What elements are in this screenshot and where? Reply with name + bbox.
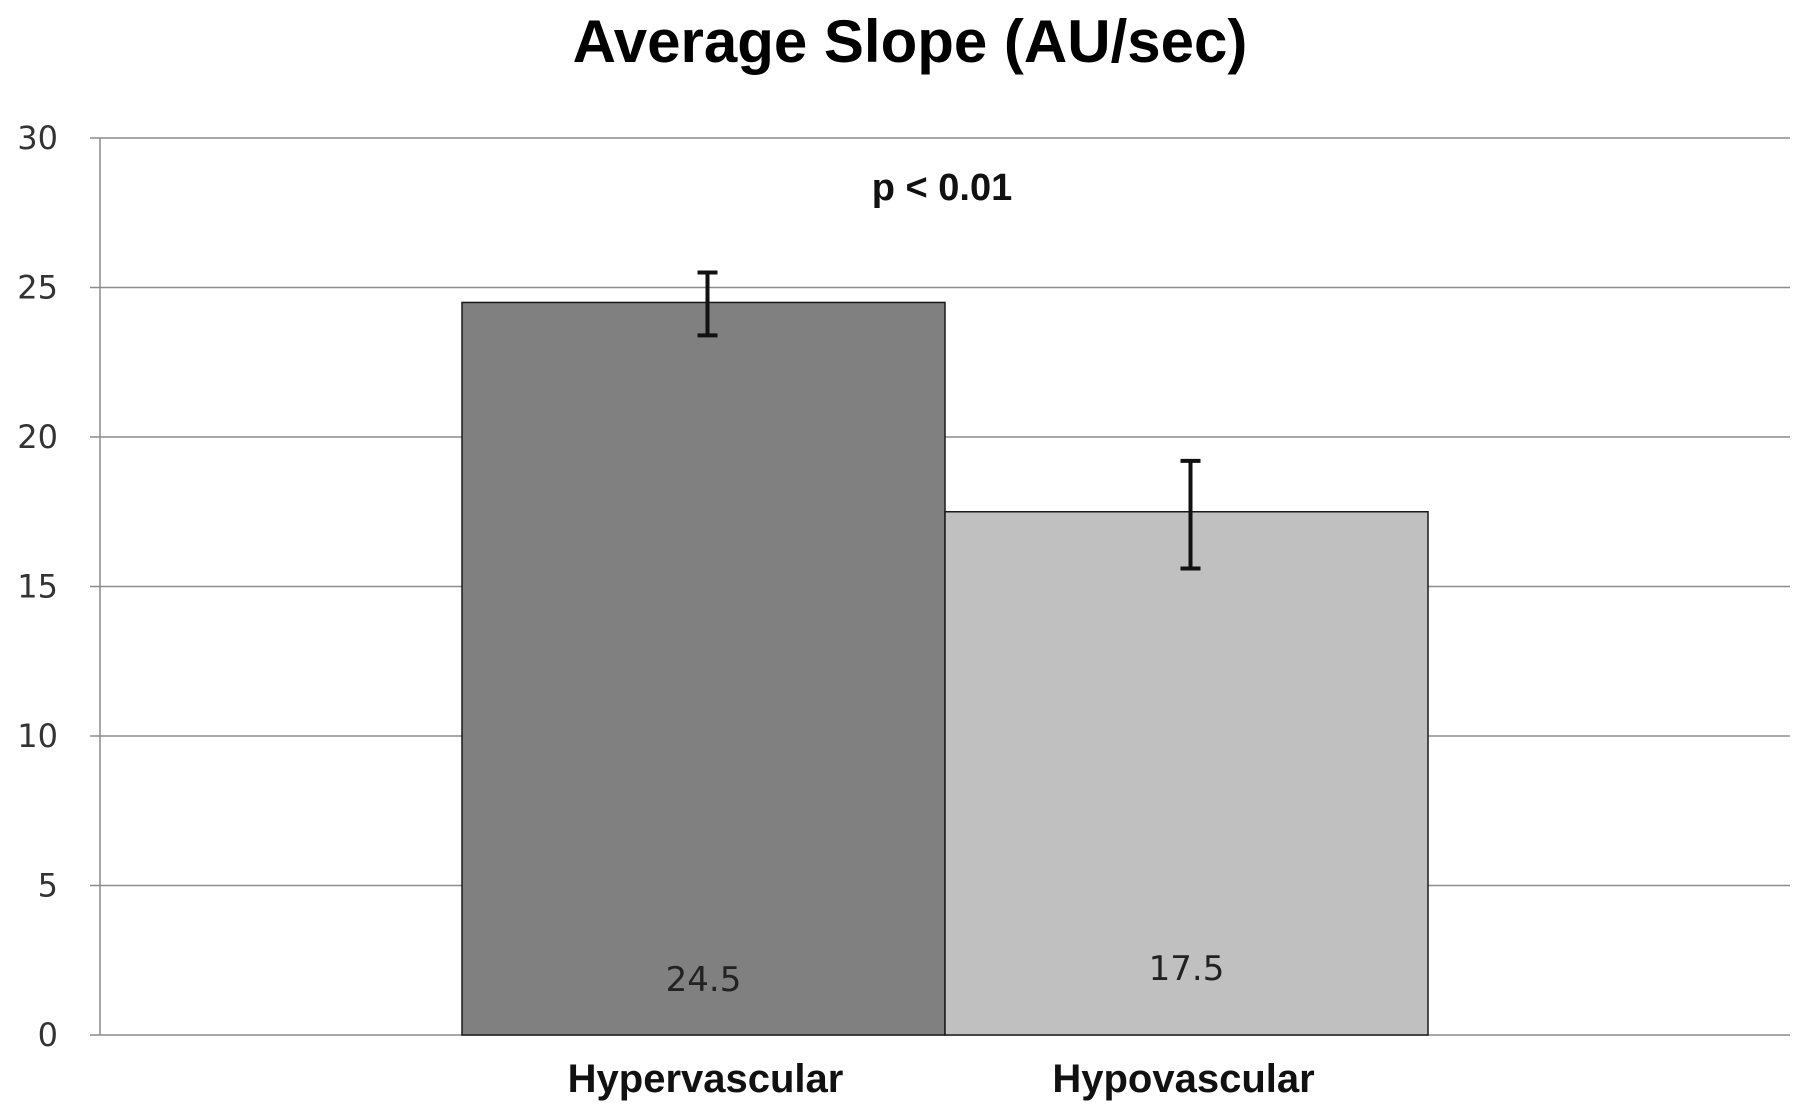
y-axis: 0 5 10 15 20 25 30 [17,119,101,1054]
error-bar [697,270,718,338]
y-tick-label: 0 [38,1016,58,1054]
data-label: 17.5 [1149,949,1225,989]
bar-hypervascular [461,301,946,1036]
data-labels: 24.5 17.5 [666,949,1225,1000]
y-tick-label: 15 [17,568,58,606]
bars [461,301,1429,1036]
significance-annotation: p < 0.01 [872,167,1012,209]
y-tick-label: 20 [17,418,58,456]
x-axis: Hypervascular Hypovascular [568,1057,1315,1101]
y-tick-label: 5 [38,867,58,905]
error-bar [1180,458,1201,571]
y-tick-label: 30 [17,119,58,157]
y-tick-label: 25 [17,269,58,307]
y-tick-label: 10 [17,717,58,755]
bar-hypovascular [944,511,1429,1036]
error-bars [697,270,1201,571]
x-tick-label: Hypervascular [568,1057,844,1101]
chart-title: Average Slope (AU/sec) [573,8,1248,75]
data-label: 24.5 [666,960,742,1000]
x-tick-label: Hypovascular [1052,1057,1314,1101]
